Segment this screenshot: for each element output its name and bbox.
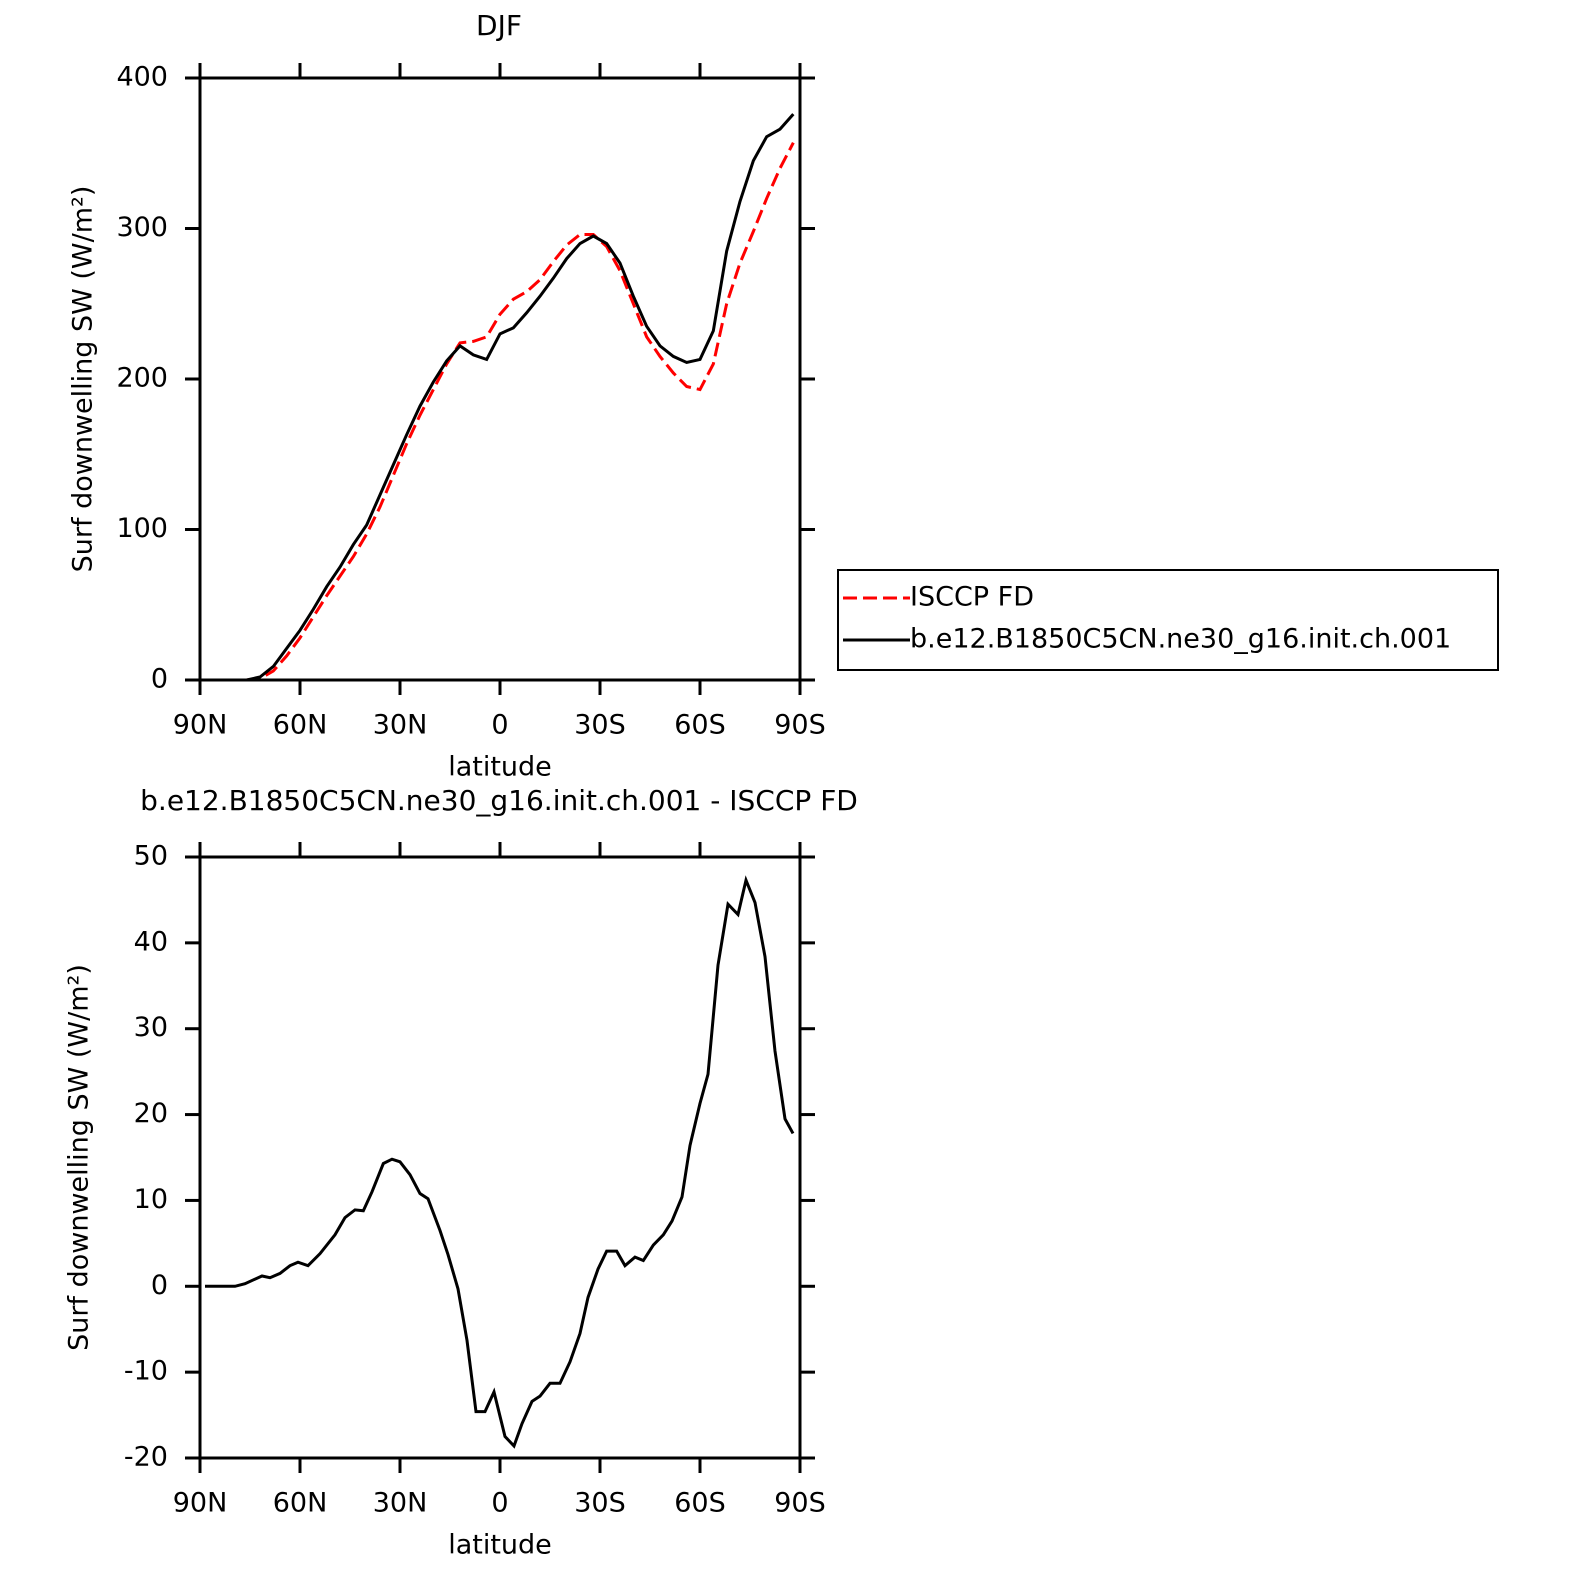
x-axis-label: latitude [448, 1530, 552, 1561]
y-tick-label: 50 [134, 841, 168, 872]
y-tick-label: 200 [116, 363, 168, 394]
x-tick-label: 30S [574, 710, 626, 741]
x-tick-label: 90S [774, 1488, 826, 1519]
y-tick-label: 300 [116, 212, 168, 243]
x-tick-label: 60S [674, 1488, 726, 1519]
x-tick-label: 90N [173, 710, 228, 741]
x-tick-label: 0 [491, 1488, 508, 1519]
x-tick-label: 60N [273, 1488, 328, 1519]
data-line [205, 875, 795, 1449]
x-tick-label: 90N [173, 1488, 228, 1519]
y-tick-label: 20 [134, 1098, 168, 1129]
y-tick-label: 100 [116, 513, 168, 544]
y-axis-label: Surf downwelling SW (W/m²) [68, 186, 99, 573]
y-tick-label: 40 [134, 926, 168, 957]
x-tick-label: 60N [273, 710, 328, 741]
x-tick-label: 30S [574, 1488, 626, 1519]
y-tick-label: 0 [151, 664, 168, 695]
x-tick-label: 30N [373, 710, 428, 741]
plot-frame [198, 855, 802, 1460]
x-tick-label: 0 [491, 710, 508, 741]
data-line [206, 142, 795, 682]
x-tick-label: 90S [774, 710, 826, 741]
y-tick-label: -20 [124, 1442, 168, 1473]
x-axis-label: latitude [448, 752, 552, 783]
chart-title: b.e12.B1850C5CN.ne30_g16.init.ch.001 - I… [140, 784, 858, 817]
y-tick-label: -10 [124, 1356, 168, 1387]
plot-frame [198, 76, 802, 682]
y-tick-label: 400 [116, 62, 168, 93]
data-line [206, 113, 795, 682]
x-tick-label: 30N [373, 1488, 428, 1519]
legend-box [837, 569, 1499, 671]
y-tick-label: 10 [134, 1184, 168, 1215]
y-tick-label: 0 [151, 1270, 168, 1301]
legend-label: b.e12.B1850C5CN.ne30_g16.init.ch.001 [910, 624, 1451, 655]
y-tick-label: 30 [134, 1012, 168, 1043]
legend-label: ISCCP FD [910, 582, 1034, 613]
x-tick-label: 60S [674, 710, 726, 741]
chart-title: DJF [476, 9, 522, 42]
y-axis-label: Surf downwelling SW (W/m²) [64, 964, 95, 1351]
